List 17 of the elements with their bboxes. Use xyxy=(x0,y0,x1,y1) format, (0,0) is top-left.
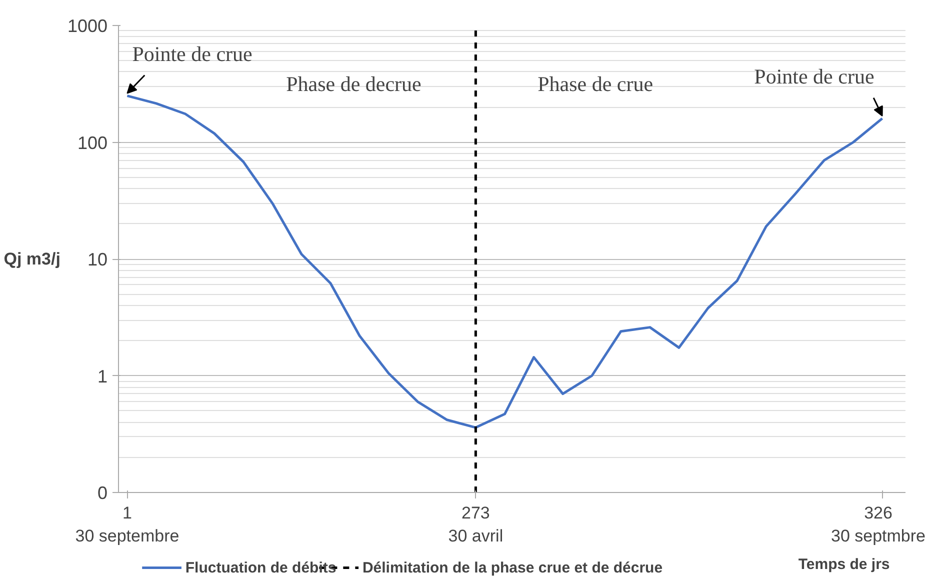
annotation: Pointe de crue xyxy=(754,64,874,88)
y-tick-label: 100 xyxy=(77,132,108,153)
annotation: Phase de decrue xyxy=(286,72,422,96)
x-tick-label: 1 30 septembre xyxy=(75,504,180,546)
x-tick-label: 326 30 septmbre xyxy=(831,504,925,546)
y-tick-label: 1 xyxy=(97,366,108,386)
annotation: Pointe de crue xyxy=(132,42,252,66)
x-tick-label: 273 30 avril xyxy=(448,504,504,546)
y-tick-label: 0 xyxy=(97,483,108,503)
legend-label: Fluctuation de débits xyxy=(185,559,336,576)
line-series xyxy=(126,94,884,429)
y-tick-label: 1000 xyxy=(67,16,108,36)
y-tick-label: 10 xyxy=(87,250,108,270)
legend-label: Délimitation de la phase crue et de décrue xyxy=(362,559,663,576)
annotation: Phase de crue xyxy=(538,72,654,96)
y-axis-title: Qj m3/j xyxy=(4,250,60,268)
x-axis-title: Temps de jrs xyxy=(798,556,890,573)
